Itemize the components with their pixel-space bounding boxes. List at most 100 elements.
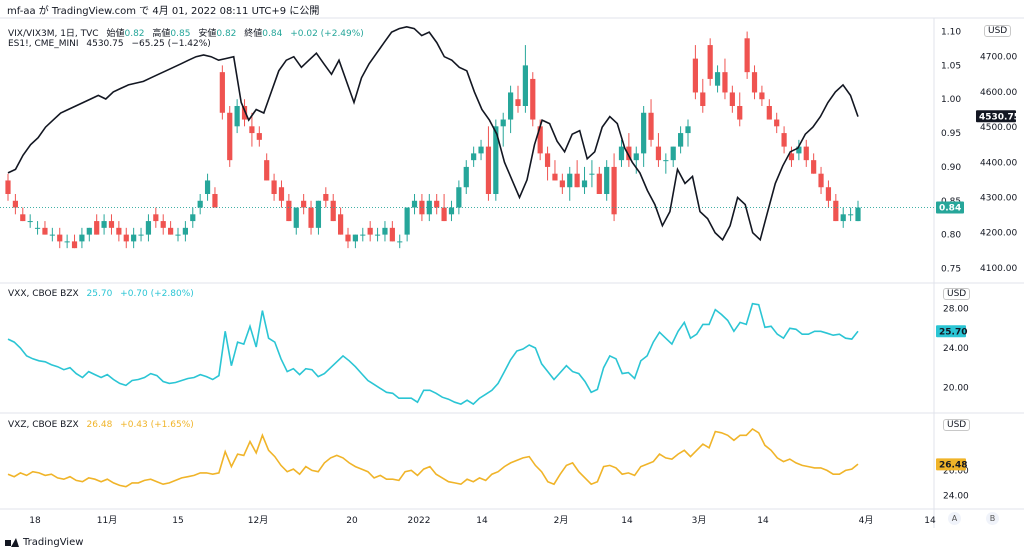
candle-body — [86, 227, 92, 235]
candle-body — [175, 234, 181, 236]
footer-brand: TradingView — [23, 537, 84, 548]
candle-body — [670, 146, 676, 161]
b-button[interactable]: B — [986, 512, 999, 525]
candle-body — [663, 160, 669, 162]
x-tick-label: 4月 — [859, 515, 874, 526]
y-tick-label-es: 4700.00 — [980, 53, 1017, 63]
candle-body — [848, 214, 854, 216]
y-tick-label-es: 4400.00 — [980, 158, 1017, 168]
ratio-last-badge-bg — [936, 201, 964, 214]
candle-body — [500, 119, 506, 127]
candle-body — [655, 146, 662, 161]
y-tick-label-ratio: 0.80 — [941, 231, 961, 241]
candle-body — [552, 173, 558, 181]
candle-body — [744, 38, 750, 73]
candle-body — [641, 112, 647, 154]
candle-body — [131, 234, 137, 242]
candle-body — [855, 207, 861, 222]
candle-body — [5, 180, 11, 194]
candle-body — [338, 214, 344, 235]
y-tick-label-vxx: 28.00 — [943, 305, 969, 315]
currency-button-main[interactable]: USD — [984, 25, 1012, 37]
candle-body — [397, 241, 403, 243]
candle-body — [64, 241, 70, 243]
candle-body — [441, 207, 447, 222]
candle-body — [116, 227, 122, 235]
vxz-line — [7, 427, 859, 488]
candle-body — [27, 221, 33, 223]
candle-body — [352, 234, 358, 242]
candle-body — [811, 160, 817, 174]
candle-body — [537, 126, 543, 154]
candle-body — [219, 72, 225, 113]
candle-body — [419, 200, 425, 215]
candle-body — [153, 214, 159, 222]
axis-labels: 1.101.051.000.950.900.850.800.754700.004… — [936, 28, 1020, 501]
candle-body — [522, 65, 528, 106]
candle-body — [633, 153, 639, 161]
y-tick-label-ratio: 1.05 — [941, 61, 961, 71]
candle-body — [94, 221, 100, 235]
candle-body — [596, 173, 602, 194]
y-tick-label-es: 4600.00 — [980, 88, 1017, 98]
vxz-symbol-label: VXZ, CBOE BZX — [8, 420, 79, 430]
candle-body — [345, 234, 351, 242]
vxz-legend: VXZ, CBOE BZX 26.48 +0.43 (+1.65%) — [8, 420, 199, 430]
candle-body — [515, 99, 521, 106]
overlay-change: −65.25 (−1.42%) — [131, 39, 211, 49]
y-tick-label-vxx: 24.00 — [943, 344, 969, 354]
candle-body — [286, 200, 292, 222]
candle-body — [411, 200, 418, 208]
vxx-last-badge: 25.70 — [939, 327, 967, 337]
candle-body — [685, 126, 691, 134]
y-tick-label-ratio: 1.10 — [941, 28, 961, 38]
vxx-pane — [7, 302, 859, 406]
vxz-pane — [7, 427, 859, 488]
candle-body — [301, 200, 307, 208]
candle-body — [456, 187, 462, 208]
x-tick-label: 15 — [172, 516, 183, 526]
publish-header: mf-aa が TradingView.com で 4月 01, 2022 08… — [7, 6, 320, 17]
vxx-value: 25.70 — [86, 289, 113, 299]
candle-body — [330, 200, 336, 222]
y-tick-label-ratio: 0.95 — [941, 129, 961, 139]
y-tick-label-ratio: 0.75 — [941, 264, 961, 274]
currency-button-vxx[interactable]: USD — [943, 288, 971, 300]
candle-body — [581, 180, 588, 188]
vxx-line — [7, 302, 859, 406]
x-tick-label: 3月 — [692, 515, 707, 526]
x-tick-label: 20 — [346, 516, 358, 526]
candle-body — [840, 214, 846, 222]
close-value: 0.84 — [262, 29, 283, 39]
candle-body — [589, 173, 595, 175]
candle-body — [249, 126, 255, 134]
x-axis: 18 11月 15 12月 20 2022 14 2月 14 3月 14 4月 14 — [29, 515, 936, 526]
candle-body — [308, 207, 314, 228]
candle-body — [168, 227, 174, 235]
main-symbol-label: VIX/VIX3M, 1日, TVC — [8, 29, 99, 39]
y-tick-label-ratio: 1.00 — [941, 95, 961, 105]
y-tick-label-vxz: 24.00 — [943, 491, 969, 501]
candle-body — [774, 119, 780, 127]
x-tick-label: 14 — [476, 516, 488, 526]
candle-body — [485, 146, 492, 194]
vxx-legend: VXX, CBOE BZX 25.70 +0.70 (+2.80%) — [8, 289, 199, 299]
candle-body — [374, 234, 381, 236]
auto-scale-button[interactable]: A — [948, 512, 961, 525]
candle-body — [707, 45, 713, 79]
vxz-change: +0.43 (+1.65%) — [120, 420, 194, 430]
vxx-change: +0.70 (+2.80%) — [120, 289, 194, 299]
candle-body — [781, 133, 787, 147]
candle-body — [389, 227, 395, 242]
candle-body — [766, 106, 772, 120]
candle-body — [234, 106, 240, 127]
x-tick-label: 2022 — [408, 516, 431, 526]
candle-body — [241, 106, 248, 120]
overlay-value: 4530.75 — [86, 39, 124, 49]
currency-button-vxz[interactable]: USD — [943, 419, 971, 431]
x-tick-label: 2月 — [554, 515, 569, 526]
candle-body — [759, 92, 765, 100]
candle-body — [360, 234, 366, 236]
high-value: 0.85 — [170, 29, 191, 39]
